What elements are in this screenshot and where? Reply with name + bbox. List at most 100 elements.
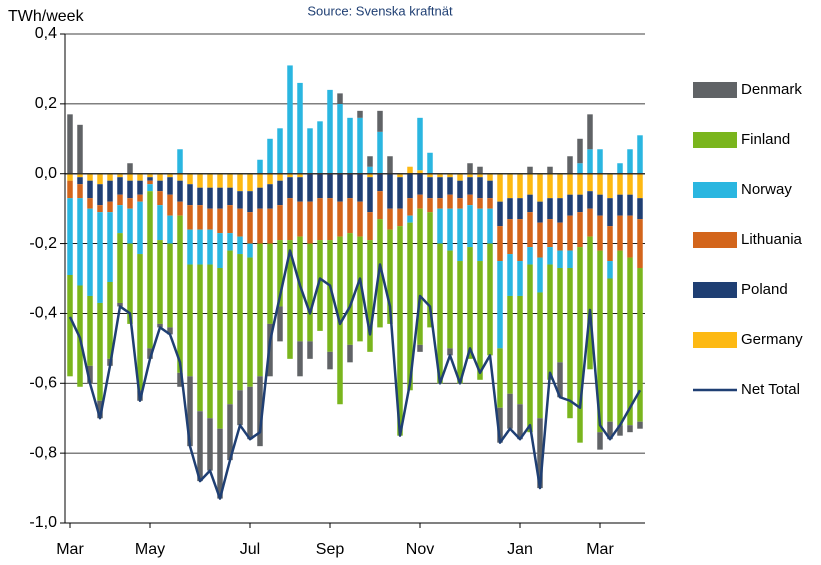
- legend-swatch: [693, 82, 737, 98]
- bar-segment: [517, 261, 523, 296]
- bar-segment: [467, 205, 473, 248]
- bar-segment: [337, 103, 343, 174]
- bar-segment: [257, 173, 263, 188]
- bar-segment: [547, 264, 553, 380]
- bar-segment: [357, 173, 363, 202]
- bar-segment: [397, 208, 403, 227]
- bar-segment: [587, 173, 593, 192]
- bar-segment: [367, 173, 373, 178]
- bar-segment: [497, 201, 503, 227]
- bar-segment: [307, 243, 313, 342]
- bar-segment: [447, 250, 453, 349]
- bar-segment: [187, 173, 193, 185]
- bar-segment: [427, 198, 433, 213]
- bar-segment: [267, 173, 273, 185]
- bar-segment: [567, 215, 573, 251]
- bar-segment: [407, 166, 413, 174]
- bar-segment: [527, 166, 533, 174]
- bar-segment: [97, 212, 103, 303]
- bar-segment: [277, 128, 283, 174]
- bar-segment: [247, 257, 253, 387]
- bar-segment: [357, 201, 363, 237]
- bar-segment: [477, 173, 483, 178]
- bar-segment: [157, 173, 163, 181]
- bar-segment: [557, 173, 563, 199]
- bar-segment: [447, 177, 453, 195]
- bar-segment: [427, 177, 433, 199]
- bar-segment: [227, 187, 233, 206]
- legend-label: Germany: [741, 331, 803, 348]
- bar-segment: [147, 177, 153, 181]
- bar-segment: [577, 173, 583, 195]
- bar-segment: [267, 184, 273, 209]
- bar-segment: [147, 184, 153, 192]
- bar-segment: [527, 247, 533, 265]
- bar-segment: [407, 222, 413, 391]
- bar-segment: [157, 191, 163, 206]
- bar-segment: [567, 173, 573, 195]
- bar-segment: [467, 163, 473, 174]
- bar-segment: [367, 240, 373, 352]
- bar-segment: [487, 208, 493, 244]
- bar-segment: [127, 198, 133, 209]
- bar-segment: [187, 264, 193, 377]
- bar-segment: [607, 421, 613, 440]
- bar-segment: [197, 205, 203, 230]
- bar-segment: [127, 173, 133, 181]
- bar-segment: [357, 236, 363, 342]
- bar-segment: [387, 208, 393, 230]
- legend-label: Poland: [741, 281, 788, 298]
- y-tick-label: -0,8: [29, 444, 57, 461]
- bar-segment: [137, 194, 143, 202]
- bar-segment: [497, 261, 503, 349]
- bar-segment: [497, 407, 503, 443]
- bar-segment: [497, 173, 503, 202]
- bar-segment: [187, 229, 193, 265]
- legend-label: Norway: [741, 181, 792, 198]
- bar-segment: [277, 205, 283, 241]
- bar-segment: [107, 180, 113, 202]
- bar-segment: [177, 201, 183, 216]
- bar-segment: [297, 341, 303, 377]
- x-tick-label: Jan: [507, 541, 533, 558]
- bar-segment: [137, 173, 143, 181]
- legend-label: Finland: [741, 131, 790, 148]
- bar-segment: [157, 240, 163, 324]
- bar-segment: [597, 250, 603, 433]
- bar-segment: [77, 124, 83, 174]
- bar-segment: [207, 173, 213, 188]
- y-tick-label: 0,4: [35, 25, 57, 42]
- bar-segment: [67, 180, 73, 199]
- bar-segment: [457, 173, 463, 181]
- legend-label: Lithuania: [741, 231, 803, 248]
- bar-segment: [597, 194, 603, 216]
- bar-segment: [587, 236, 593, 370]
- bar-segment: [287, 65, 293, 174]
- x-tick-label: Mar: [56, 541, 84, 558]
- bar-segment: [447, 348, 453, 356]
- bar-segment: [227, 404, 233, 461]
- legend-swatch: [693, 332, 737, 348]
- bar-segment: [327, 89, 333, 174]
- bar-segment: [437, 243, 443, 384]
- bar-segment: [297, 173, 303, 178]
- bar-segment: [167, 177, 173, 195]
- bar-segment: [557, 268, 563, 363]
- bar-segment: [337, 93, 343, 104]
- bar-segment: [327, 240, 333, 352]
- bar-segment: [417, 173, 423, 195]
- bar-segment: [407, 198, 413, 216]
- legend-swatch: [693, 232, 737, 248]
- bar-segment: [587, 191, 593, 209]
- bar-segment: [577, 247, 583, 443]
- bar-segment: [67, 114, 73, 174]
- bar-segment: [467, 194, 473, 206]
- bar-segment: [397, 177, 403, 209]
- bar-segment: [127, 208, 133, 244]
- bar-segment: [217, 428, 223, 499]
- bar-segment: [387, 173, 393, 209]
- bar-segment: [357, 110, 363, 118]
- y-tick-label: -0,2: [29, 235, 57, 252]
- bar-segment: [547, 198, 553, 220]
- bar-segment: [617, 425, 623, 436]
